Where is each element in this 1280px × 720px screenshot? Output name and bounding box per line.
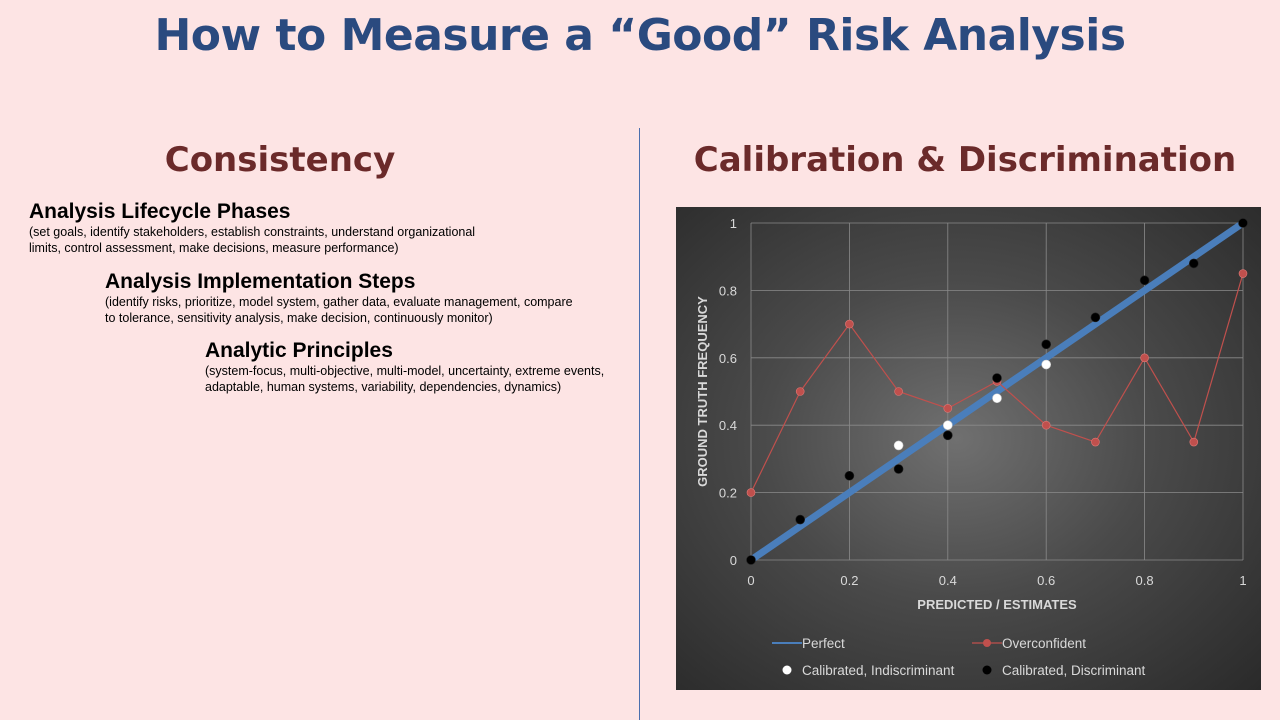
y-tick-label: 0 [730, 553, 737, 568]
data-point-calibrated-discriminant [942, 430, 953, 441]
x-axis-title: PREDICTED / ESTIMATES [917, 597, 1077, 612]
data-point-overconfident [795, 387, 805, 396]
legend-swatch-calibrated-discriminant [982, 665, 992, 675]
data-point-overconfident [1189, 437, 1199, 447]
y-tick-label: 0.8 [719, 283, 737, 298]
implementation-steps: Analysis Implementation Steps (identify … [105, 270, 575, 326]
legend-marker-overconfident [983, 639, 991, 647]
data-point-calibrated-indiscriminant [992, 393, 1002, 404]
data-point-calibrated-discriminant [1090, 312, 1101, 323]
data-point-overconfident [943, 404, 953, 413]
y-tick-label: 1 [730, 216, 737, 231]
column-divider [639, 128, 640, 720]
lifecycle-phases: Analysis Lifecycle Phases (set goals, id… [29, 200, 509, 256]
data-point-overconfident [1140, 353, 1149, 363]
data-point-calibrated-discriminant [893, 464, 904, 474]
y-tick-label: 0.2 [719, 486, 737, 501]
data-point-calibrated-discriminant [1188, 258, 1199, 269]
analytic-principles: Analytic Principles (system-focus, multi… [205, 339, 635, 395]
lifecycle-phases-heading: Analysis Lifecycle Phases [29, 200, 291, 223]
legend-label-calibrated-indiscriminant: Calibrated, Indiscriminant [802, 663, 955, 678]
data-point-calibrated-discriminant [992, 373, 1002, 383]
legend-label-overconfident: Overconfident [1002, 636, 1086, 651]
x-tick-label: 0.8 [1136, 573, 1154, 588]
data-point-calibrated-discriminant [1041, 339, 1052, 350]
x-tick-label: 0.6 [1037, 573, 1055, 588]
y-tick-label: 0.4 [719, 418, 737, 433]
calibration-heading: Calibration & Discrimination [693, 140, 1237, 180]
data-point-calibrated-discriminant [1139, 275, 1150, 286]
legend-label-perfect: Perfect [802, 636, 845, 651]
legend-swatch-calibrated-indiscriminant [782, 665, 792, 675]
data-point-overconfident [1041, 420, 1051, 430]
data-point-calibrated-indiscriminant [1041, 359, 1052, 370]
lifecycle-phases-desc: (set goals, identify stakeholders, estab… [29, 225, 476, 255]
data-point-calibrated-discriminant [1238, 218, 1248, 228]
data-point-overconfident [1091, 437, 1100, 447]
y-axis-title: GROUND TRUTH FREQUENCY [695, 296, 710, 487]
slide-title: How to Measure a “Good” Risk Analysis [154, 10, 1126, 61]
analytic-principles-desc: (system-focus, multi-objective, multi-mo… [205, 364, 605, 394]
data-point-overconfident [845, 319, 854, 329]
analytic-principles-heading: Analytic Principles [205, 339, 393, 362]
x-tick-label: 0.2 [840, 573, 858, 588]
legend-label-calibrated-discriminant: Calibrated, Discriminant [1002, 663, 1146, 678]
implementation-steps-desc: (identify risks, prioritize, model syste… [105, 295, 573, 325]
x-tick-label: 0 [747, 573, 754, 588]
data-point-calibrated-indiscriminant [893, 440, 904, 451]
x-tick-label: 0.4 [939, 573, 957, 588]
data-point-overconfident [746, 488, 756, 497]
consistency-heading: Consistency [164, 140, 396, 180]
chart-svg: 0 0.2 0.4 0.6 0.8 1 0 0.2 0.4 0.6 0.8 1 PREDICTED /… [695, 216, 1248, 678]
data-point-calibrated-discriminant [844, 470, 855, 481]
series-line-perfect [749, 220, 1245, 563]
implementation-steps-heading: Analysis Implementation Steps [105, 270, 416, 293]
x-tick-label: 1 [1239, 573, 1246, 588]
calibration-chart: 0 0.2 0.4 0.6 0.8 1 0 0.2 0.4 0.6 0.8 1 PREDICTED /… [676, 207, 1261, 690]
data-point-overconfident [894, 387, 903, 396]
data-point-calibrated-discriminant [795, 514, 805, 525]
y-tick-label: 0.6 [719, 351, 737, 366]
data-point-calibrated-indiscriminant [942, 420, 953, 430]
data-point-overconfident [1238, 269, 1248, 278]
data-point-calibrated-discriminant [746, 555, 756, 565]
